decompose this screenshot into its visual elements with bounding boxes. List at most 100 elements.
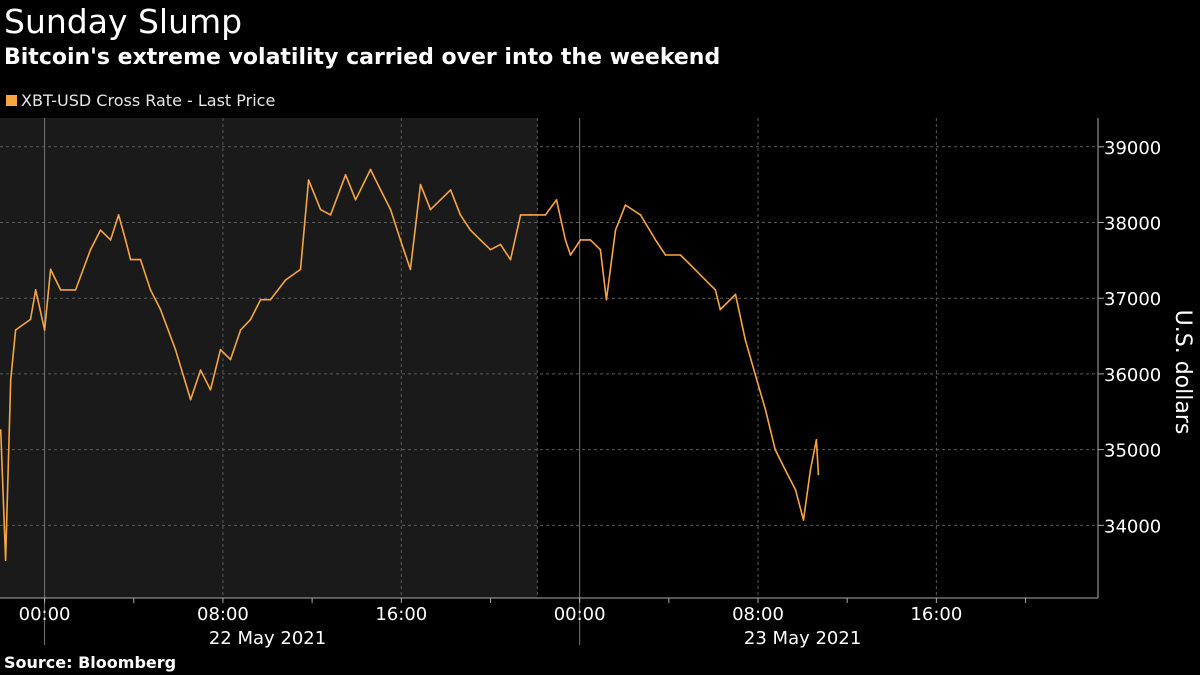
price-point (439, 198, 442, 201)
price-point (49, 268, 52, 271)
price-point (354, 198, 357, 201)
legend-label: XBT-USD Cross Rate - Last Price (21, 91, 276, 110)
price-point (689, 264, 692, 266)
price-point (344, 173, 347, 176)
price-point (614, 229, 617, 231)
price-point (379, 189, 382, 191)
y-tick-label: 36000 (1104, 365, 1161, 386)
price-point (43, 329, 46, 331)
x-date-label: 23 May 2021 (744, 628, 861, 649)
price-point (369, 168, 372, 171)
price-point (784, 469, 787, 471)
price-point (59, 289, 62, 291)
price-point (229, 358, 232, 361)
price-point (599, 248, 602, 251)
price-point (389, 208, 392, 211)
price-point (259, 298, 262, 301)
price-point (189, 398, 192, 401)
price-point (14, 329, 17, 331)
price-point (249, 318, 252, 321)
price-point (624, 204, 627, 206)
price-point (159, 308, 162, 311)
price-point (284, 279, 287, 281)
price-point (174, 348, 177, 351)
price-point (469, 229, 472, 231)
y-tick-label: 35000 (1104, 441, 1161, 462)
price-point (544, 214, 547, 216)
price-point (605, 298, 608, 301)
price-point (519, 214, 522, 216)
price-point (479, 239, 482, 241)
price-point (744, 339, 747, 341)
price-point (117, 214, 120, 216)
price-point (399, 239, 402, 241)
y-tick-label: 34000 (1104, 516, 1161, 537)
price-point (639, 214, 642, 216)
price-point (589, 239, 592, 241)
x-tick-label: 16:00 (910, 604, 962, 625)
price-point (124, 239, 127, 241)
price-point (449, 189, 452, 191)
price-point (239, 329, 242, 331)
price-point (74, 289, 77, 291)
price-point (129, 258, 132, 261)
price-point (754, 373, 757, 376)
price-point (419, 183, 422, 186)
shaded-region (0, 118, 538, 598)
source-note: Source: Bloomberg (4, 653, 177, 672)
y-tick-label: 37000 (1104, 289, 1161, 310)
price-point (319, 208, 322, 211)
price-point (89, 248, 92, 251)
price-point (794, 488, 797, 491)
price-point (199, 369, 202, 371)
price-point (219, 348, 222, 351)
chart-title: Sunday Slump (4, 2, 243, 41)
y-axis-label: U.S. dollars (1170, 310, 1195, 435)
price-point (29, 318, 32, 321)
price-point (99, 229, 102, 231)
price-point (489, 248, 492, 251)
x-tick-label: 00:00 (19, 604, 71, 625)
price-point (679, 254, 682, 256)
price-point (4, 559, 7, 561)
price-point (809, 469, 812, 471)
price-point (9, 379, 12, 381)
price-point (34, 289, 37, 291)
x-date-label: 22 May 2021 (209, 628, 326, 649)
price-point (719, 308, 722, 311)
price-point (459, 214, 462, 216)
price-point (734, 293, 737, 296)
price-point (529, 214, 532, 216)
legend-swatch (6, 95, 17, 106)
price-point (569, 254, 572, 256)
price-point (149, 289, 152, 291)
price-point (269, 298, 272, 301)
price-point (802, 519, 805, 521)
price-point (329, 214, 332, 216)
price-point (139, 258, 142, 261)
x-tick-label: 08:00 (732, 604, 784, 625)
price-point (429, 208, 432, 211)
chart-subtitle: Bitcoin's extreme volatility carried ove… (4, 45, 721, 70)
price-point (764, 408, 767, 411)
price-point (817, 473, 820, 476)
price-point (704, 279, 707, 281)
price-point (307, 179, 310, 181)
price-point (555, 198, 558, 201)
price-point (409, 268, 412, 271)
price-point (774, 448, 776, 451)
price-point (564, 239, 567, 241)
legend: XBT-USD Cross Rate - Last Price (6, 91, 275, 110)
x-tick-label: 00:00 (554, 604, 606, 625)
price-point (109, 239, 112, 241)
price-line (0, 168, 820, 561)
price-point (579, 239, 582, 241)
price-point (209, 388, 212, 391)
price-point (664, 254, 667, 256)
price-point (299, 268, 302, 271)
price-point (654, 239, 657, 241)
price-point (509, 258, 512, 261)
y-tick-label: 39000 (1104, 138, 1161, 159)
price-point (714, 289, 717, 291)
